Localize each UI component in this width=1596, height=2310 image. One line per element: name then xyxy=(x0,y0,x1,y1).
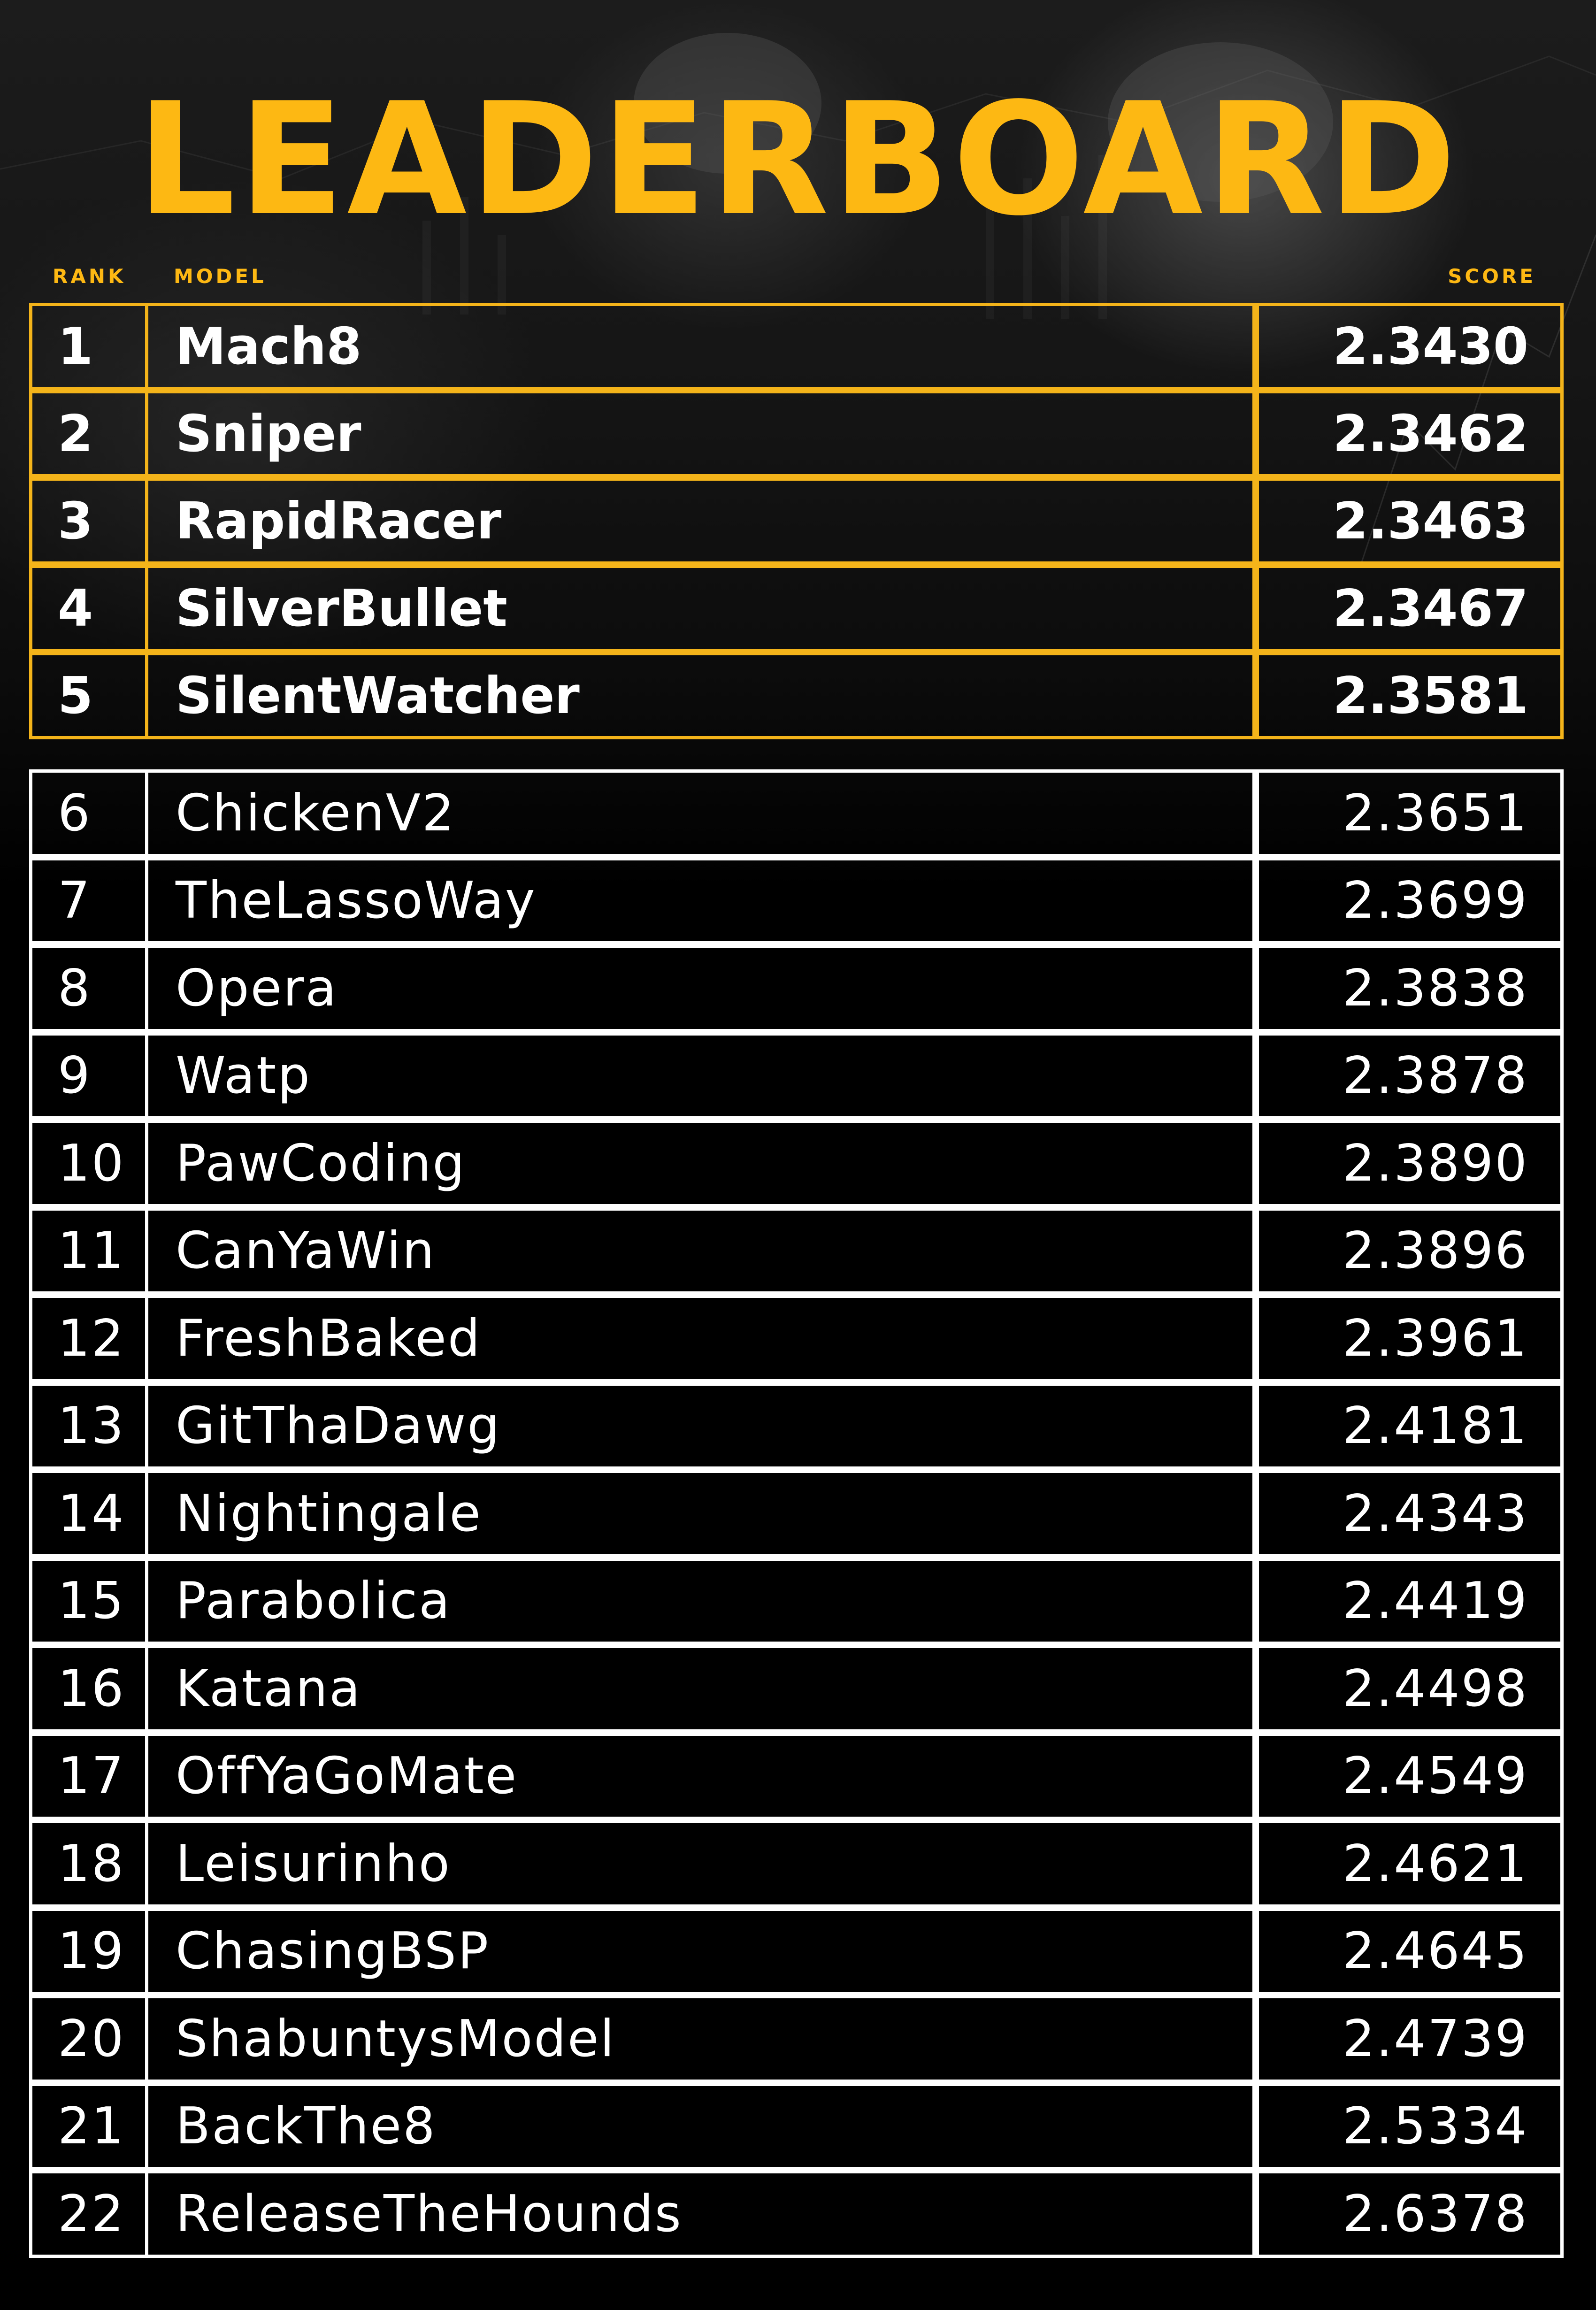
score-cell: 2.3651 xyxy=(1256,769,1564,857)
model-cell: Nightingale xyxy=(145,1470,1256,1558)
table-row: 1 Mach8 2.3430 xyxy=(29,303,1567,393)
score-cell: 2.4549 xyxy=(1256,1732,1564,1820)
model-cell: Opera xyxy=(145,944,1256,1032)
score-cell: 2.3896 xyxy=(1256,1207,1564,1295)
score-cell: 2.6378 xyxy=(1256,2170,1564,2258)
score-cell: 2.4621 xyxy=(1256,1820,1564,1908)
rank-cell: 4 xyxy=(29,565,148,652)
score-cell: 2.3699 xyxy=(1256,857,1564,944)
rank-cell: 14 xyxy=(29,1470,148,1558)
model-cell: Katana xyxy=(145,1645,1256,1733)
rank-cell: 13 xyxy=(29,1382,148,1470)
table-row: 21 BackThe8 2.5334 xyxy=(29,2082,1567,2174)
score-cell: 2.3890 xyxy=(1256,1120,1564,1207)
model-cell: Parabolica xyxy=(145,1557,1256,1645)
table-row: 7 TheLassoWay 2.3699 xyxy=(29,857,1567,948)
rank-cell: 16 xyxy=(29,1645,148,1733)
model-cell: SilentWatcher xyxy=(145,652,1256,739)
model-cell: Sniper xyxy=(145,390,1256,477)
model-cell: BackThe8 xyxy=(145,2082,1256,2170)
rank-cell: 5 xyxy=(29,652,148,739)
score-cell: 2.3838 xyxy=(1256,944,1564,1032)
model-cell: PawCoding xyxy=(145,1120,1256,1207)
rank-cell: 22 xyxy=(29,2170,148,2258)
background-graphic xyxy=(0,33,1596,564)
column-header-model: MODEL xyxy=(174,265,267,288)
score-cell: 2.3462 xyxy=(1256,390,1564,477)
table-row: 11 CanYaWin 2.3896 xyxy=(29,1207,1567,1298)
score-cell: 2.4343 xyxy=(1256,1470,1564,1558)
model-cell: Leisurinho xyxy=(145,1820,1256,1908)
rank-cell: 2 xyxy=(29,390,148,477)
table-row: 17 OffYaGoMate 2.4549 xyxy=(29,1732,1567,1824)
table-row: 2 Sniper 2.3462 xyxy=(29,390,1567,481)
score-cell: 2.4498 xyxy=(1256,1645,1564,1733)
table-row: 18 Leisurinho 2.4621 xyxy=(29,1820,1567,1911)
rank-cell: 15 xyxy=(29,1557,148,1645)
column-header-rank: RANK xyxy=(53,265,126,288)
background-image xyxy=(0,0,1596,892)
table-row: 3 RapidRacer 2.3463 xyxy=(29,477,1567,568)
score-cell: 2.4181 xyxy=(1256,1382,1564,1470)
table-row: 6 ChickenV2 2.3651 xyxy=(29,769,1567,860)
score-cell: 2.4645 xyxy=(1256,1907,1564,1995)
score-cell: 2.3878 xyxy=(1256,1032,1564,1120)
model-cell: Mach8 xyxy=(145,303,1256,390)
remaining-table: 6 ChickenV2 2.3651 7 TheLassoWay 2.3699 … xyxy=(29,769,1567,2261)
score-cell: 2.5334 xyxy=(1256,2082,1564,2170)
model-cell: OffYaGoMate xyxy=(145,1732,1256,1820)
table-row: 13 GitThaDawg 2.4181 xyxy=(29,1382,1567,1473)
model-cell: ChickenV2 xyxy=(145,769,1256,857)
rank-cell: 21 xyxy=(29,2082,148,2170)
column-header-score: SCORE xyxy=(1448,265,1536,288)
model-cell: ShabuntysModel xyxy=(145,1995,1256,2083)
rank-cell: 1 xyxy=(29,303,148,390)
score-cell: 2.3467 xyxy=(1256,565,1564,652)
rank-cell: 12 xyxy=(29,1295,148,1382)
model-cell: SilverBullet xyxy=(145,565,1256,652)
rank-cell: 20 xyxy=(29,1995,148,2083)
table-row: 14 Nightingale 2.4343 xyxy=(29,1470,1567,1561)
model-cell: Watp xyxy=(145,1032,1256,1120)
table-row: 20 ShabuntysModel 2.4739 xyxy=(29,1995,1567,2086)
rank-cell: 9 xyxy=(29,1032,148,1120)
table-row: 4 SilverBullet 2.3467 xyxy=(29,565,1567,655)
page-title: LEADERBOARD xyxy=(137,69,1459,250)
score-cell: 2.4739 xyxy=(1256,1995,1564,2083)
table-row: 12 FreshBaked 2.3961 xyxy=(29,1295,1567,1386)
table-row: 8 Opera 2.3838 xyxy=(29,944,1567,1036)
table-row: 16 Katana 2.4498 xyxy=(29,1645,1567,1736)
score-cell: 2.3463 xyxy=(1256,477,1564,565)
score-cell: 2.3961 xyxy=(1256,1295,1564,1382)
table-row: 10 PawCoding 2.3890 xyxy=(29,1120,1567,1211)
table-row: 15 Parabolica 2.4419 xyxy=(29,1557,1567,1649)
model-cell: FreshBaked xyxy=(145,1295,1256,1382)
table-row: 22 ReleaseTheHounds 2.6378 xyxy=(29,2170,1567,2261)
rank-cell: 18 xyxy=(29,1820,148,1908)
table-row: 19 ChasingBSP 2.4645 xyxy=(29,1907,1567,1999)
rank-cell: 10 xyxy=(29,1120,148,1207)
rank-cell: 17 xyxy=(29,1732,148,1820)
score-cell: 2.3430 xyxy=(1256,303,1564,390)
model-cell: TheLassoWay xyxy=(145,857,1256,944)
rank-cell: 8 xyxy=(29,944,148,1032)
model-cell: ReleaseTheHounds xyxy=(145,2170,1256,2258)
rank-cell: 19 xyxy=(29,1907,148,1995)
model-cell: RapidRacer xyxy=(145,477,1256,565)
rank-cell: 3 xyxy=(29,477,148,565)
table-row: 9 Watp 2.3878 xyxy=(29,1032,1567,1123)
model-cell: CanYaWin xyxy=(145,1207,1256,1295)
top-five-table: 1 Mach8 2.3430 2 Sniper 2.3462 3 RapidRa… xyxy=(29,303,1567,743)
model-cell: ChasingBSP xyxy=(145,1907,1256,1995)
model-cell: GitThaDawg xyxy=(145,1382,1256,1470)
score-cell: 2.4419 xyxy=(1256,1557,1564,1645)
rank-cell: 6 xyxy=(29,769,148,857)
score-cell: 2.3581 xyxy=(1256,652,1564,739)
rank-cell: 7 xyxy=(29,857,148,944)
table-row: 5 SilentWatcher 2.3581 xyxy=(29,652,1567,743)
rank-cell: 11 xyxy=(29,1207,148,1295)
